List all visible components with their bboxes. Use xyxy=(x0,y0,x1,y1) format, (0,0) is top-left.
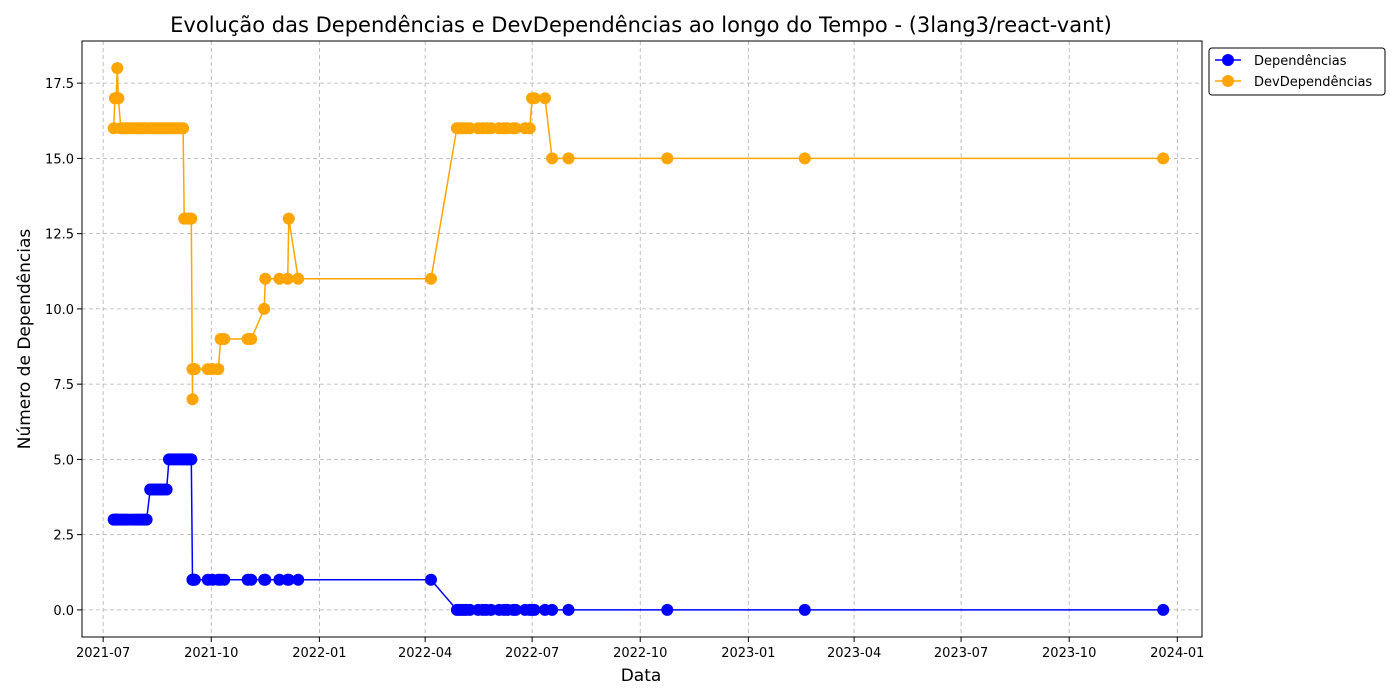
data-point xyxy=(160,483,173,496)
legend-label-devdependencias: DevDependências xyxy=(1254,75,1372,90)
y-tick-label: 7.5 xyxy=(53,378,74,393)
data-point xyxy=(292,573,305,586)
y-tick-label: 12.5 xyxy=(45,228,74,243)
series-layer xyxy=(107,62,1170,616)
legend-marker-dependencias xyxy=(1222,54,1234,66)
x-tick-label: 2024-01 xyxy=(1150,646,1204,661)
legend: Dependências DevDependências xyxy=(1208,47,1386,96)
y-tick-label: 10.0 xyxy=(45,303,74,318)
x-axis-label: Data xyxy=(621,666,662,686)
plot-area-frame xyxy=(81,40,1203,638)
data-point xyxy=(661,603,674,616)
data-point xyxy=(485,603,497,616)
data-point xyxy=(562,603,575,616)
data-point xyxy=(528,92,541,105)
data-point xyxy=(509,603,522,616)
data-point xyxy=(282,212,295,225)
data-point xyxy=(281,272,294,285)
data-point xyxy=(425,573,437,586)
data-point xyxy=(111,62,124,75)
x-tick-label: 2022-04 xyxy=(398,646,452,661)
data-point xyxy=(485,122,497,135)
series-devdependencias xyxy=(107,62,1170,406)
data-point xyxy=(661,152,674,165)
data-point xyxy=(212,363,225,376)
data-point xyxy=(425,272,437,285)
data-point xyxy=(546,152,559,165)
data-point xyxy=(186,393,199,406)
data-point xyxy=(245,333,258,345)
x-tick-label: 2023-04 xyxy=(827,646,881,661)
x-tick-label: 2022-10 xyxy=(613,646,667,661)
x-tick-label: 2023-10 xyxy=(1042,646,1096,661)
data-point xyxy=(259,272,272,285)
data-point xyxy=(218,573,231,586)
data-point xyxy=(112,92,125,105)
data-point xyxy=(140,513,153,526)
x-tick-label: 2021-10 xyxy=(184,646,238,661)
data-point xyxy=(259,573,272,586)
data-point xyxy=(273,573,286,586)
data-point xyxy=(528,603,541,616)
data-point xyxy=(798,152,811,165)
series-dependencias xyxy=(107,453,1170,616)
x-tick-label: 2023-01 xyxy=(721,646,775,661)
grid xyxy=(82,41,1202,637)
chart-title: Evolução das Dependências e DevDependênc… xyxy=(170,13,1112,37)
data-point xyxy=(562,152,575,165)
y-tick-label: 15.0 xyxy=(45,152,74,167)
y-tick-label: 0.0 xyxy=(53,604,74,619)
data-point xyxy=(463,122,476,135)
data-point xyxy=(218,333,231,345)
y-tick-label: 17.5 xyxy=(45,77,74,92)
data-point xyxy=(273,272,286,285)
y-tick-label: 5.0 xyxy=(53,453,74,468)
data-point xyxy=(798,603,811,616)
x-tick-label: 2021-07 xyxy=(76,646,130,661)
legend-marker-devdependencias xyxy=(1222,75,1234,87)
data-point xyxy=(177,122,190,135)
data-point xyxy=(546,603,559,616)
data-point xyxy=(188,363,201,376)
x-tick-label: 2023-07 xyxy=(934,646,988,661)
x-tick-label: 2022-01 xyxy=(292,646,346,661)
data-point xyxy=(292,272,305,285)
data-point xyxy=(245,573,258,586)
data-point xyxy=(1157,603,1170,616)
data-point xyxy=(188,573,201,586)
x-tick-label: 2022-07 xyxy=(505,646,559,661)
legend-frame xyxy=(1208,47,1386,96)
y-axis-label: Número de Dependências xyxy=(15,229,35,450)
data-point xyxy=(523,122,536,135)
legend-label-dependencias: Dependências xyxy=(1254,54,1347,69)
data-point xyxy=(282,573,295,586)
data-point xyxy=(539,92,551,105)
y-tick-label: 2.5 xyxy=(53,529,74,544)
data-point xyxy=(463,603,476,616)
data-point xyxy=(185,453,198,466)
data-point xyxy=(1157,152,1170,165)
data-point xyxy=(509,122,522,135)
data-point xyxy=(258,302,271,315)
data-point xyxy=(185,212,198,225)
axis-ticks: 2021-07 2021-10 2022-01 2022-04 2022-07 2022-… xyxy=(45,77,1204,661)
